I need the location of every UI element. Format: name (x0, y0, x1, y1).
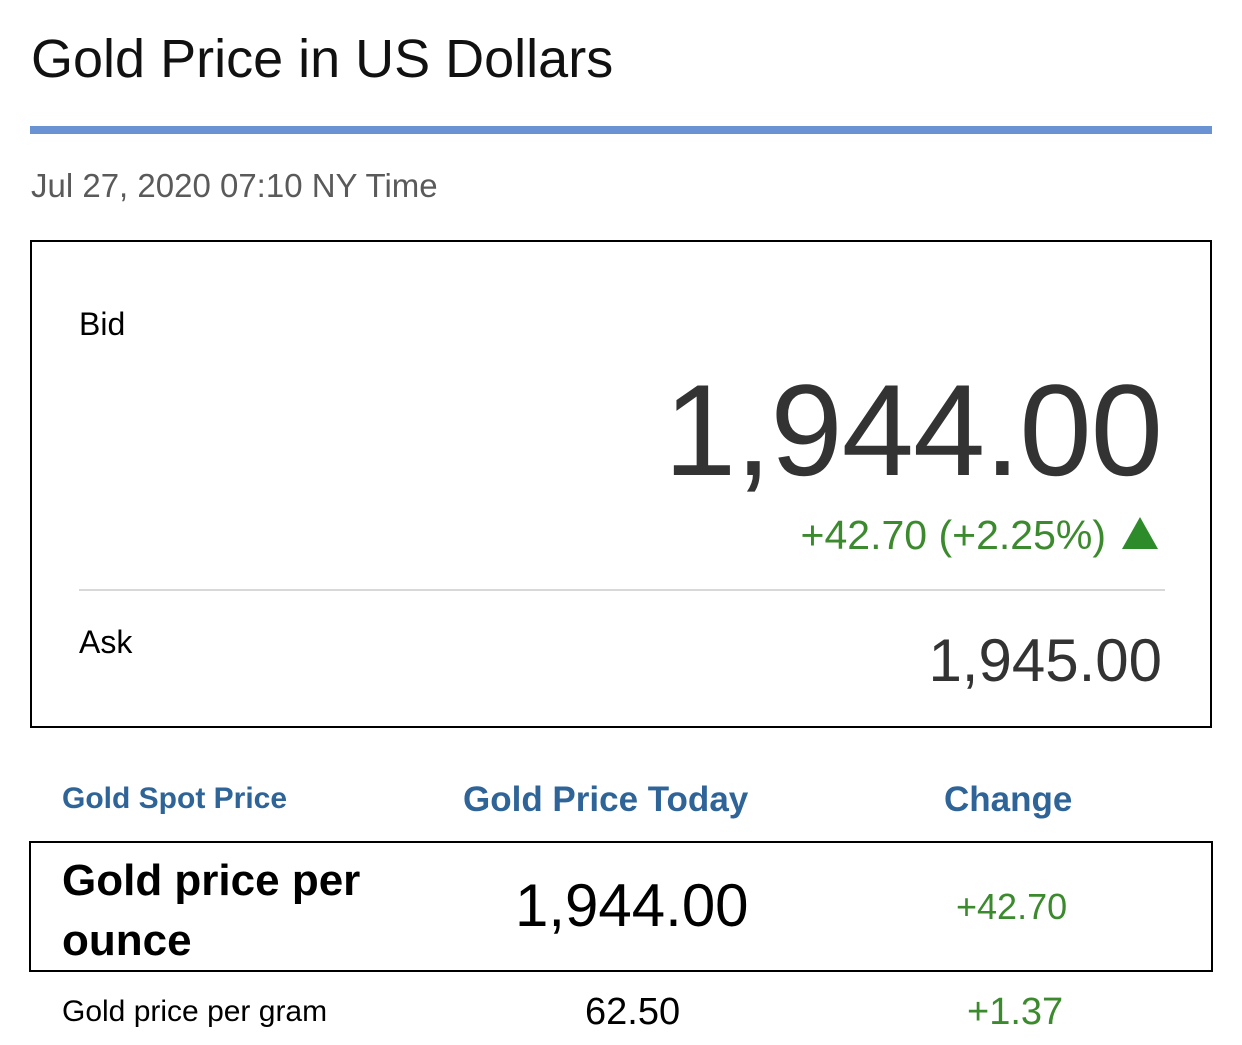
bid-change-text: +42.70 (+2.25%) (800, 512, 1106, 558)
row-change: +42.70 (956, 886, 1068, 927)
table-row-ounce: Gold price per ounce 1,944.00 +42.70 (29, 841, 1213, 972)
table-row-gram-label: Gold price per gram (62, 995, 328, 1028)
col-header-price-today: Gold Price Today (463, 780, 749, 819)
row-price: 1,944.00 (515, 872, 749, 939)
timestamp: Jul 27, 2020 07:10 NY Time (31, 167, 438, 204)
table-row-gram-change: +1.37 (967, 991, 1064, 1033)
up-arrow-icon (1122, 517, 1158, 549)
quote-box: Bid 1,944.00 +42.70 (+2.25%) Ask 1,945.0… (30, 240, 1212, 728)
ask-price: 1,945.00 (928, 627, 1162, 694)
page-title: Gold Price in US Dollars (31, 29, 614, 89)
ask-label: Ask (79, 624, 133, 660)
row-label: Gold price per ounce (62, 856, 361, 965)
col-header-change: Change (944, 780, 1073, 819)
title-underline (30, 126, 1212, 134)
bid-price: 1,944.00 (663, 357, 1163, 503)
bid-change: +42.70 (+2.25%) (801, 510, 1158, 560)
bid-label: Bid (79, 306, 126, 342)
col-header-spot-price: Gold Spot Price (62, 782, 288, 815)
divider (79, 589, 1165, 591)
table-row-gram-price: 62.50 (585, 991, 681, 1033)
